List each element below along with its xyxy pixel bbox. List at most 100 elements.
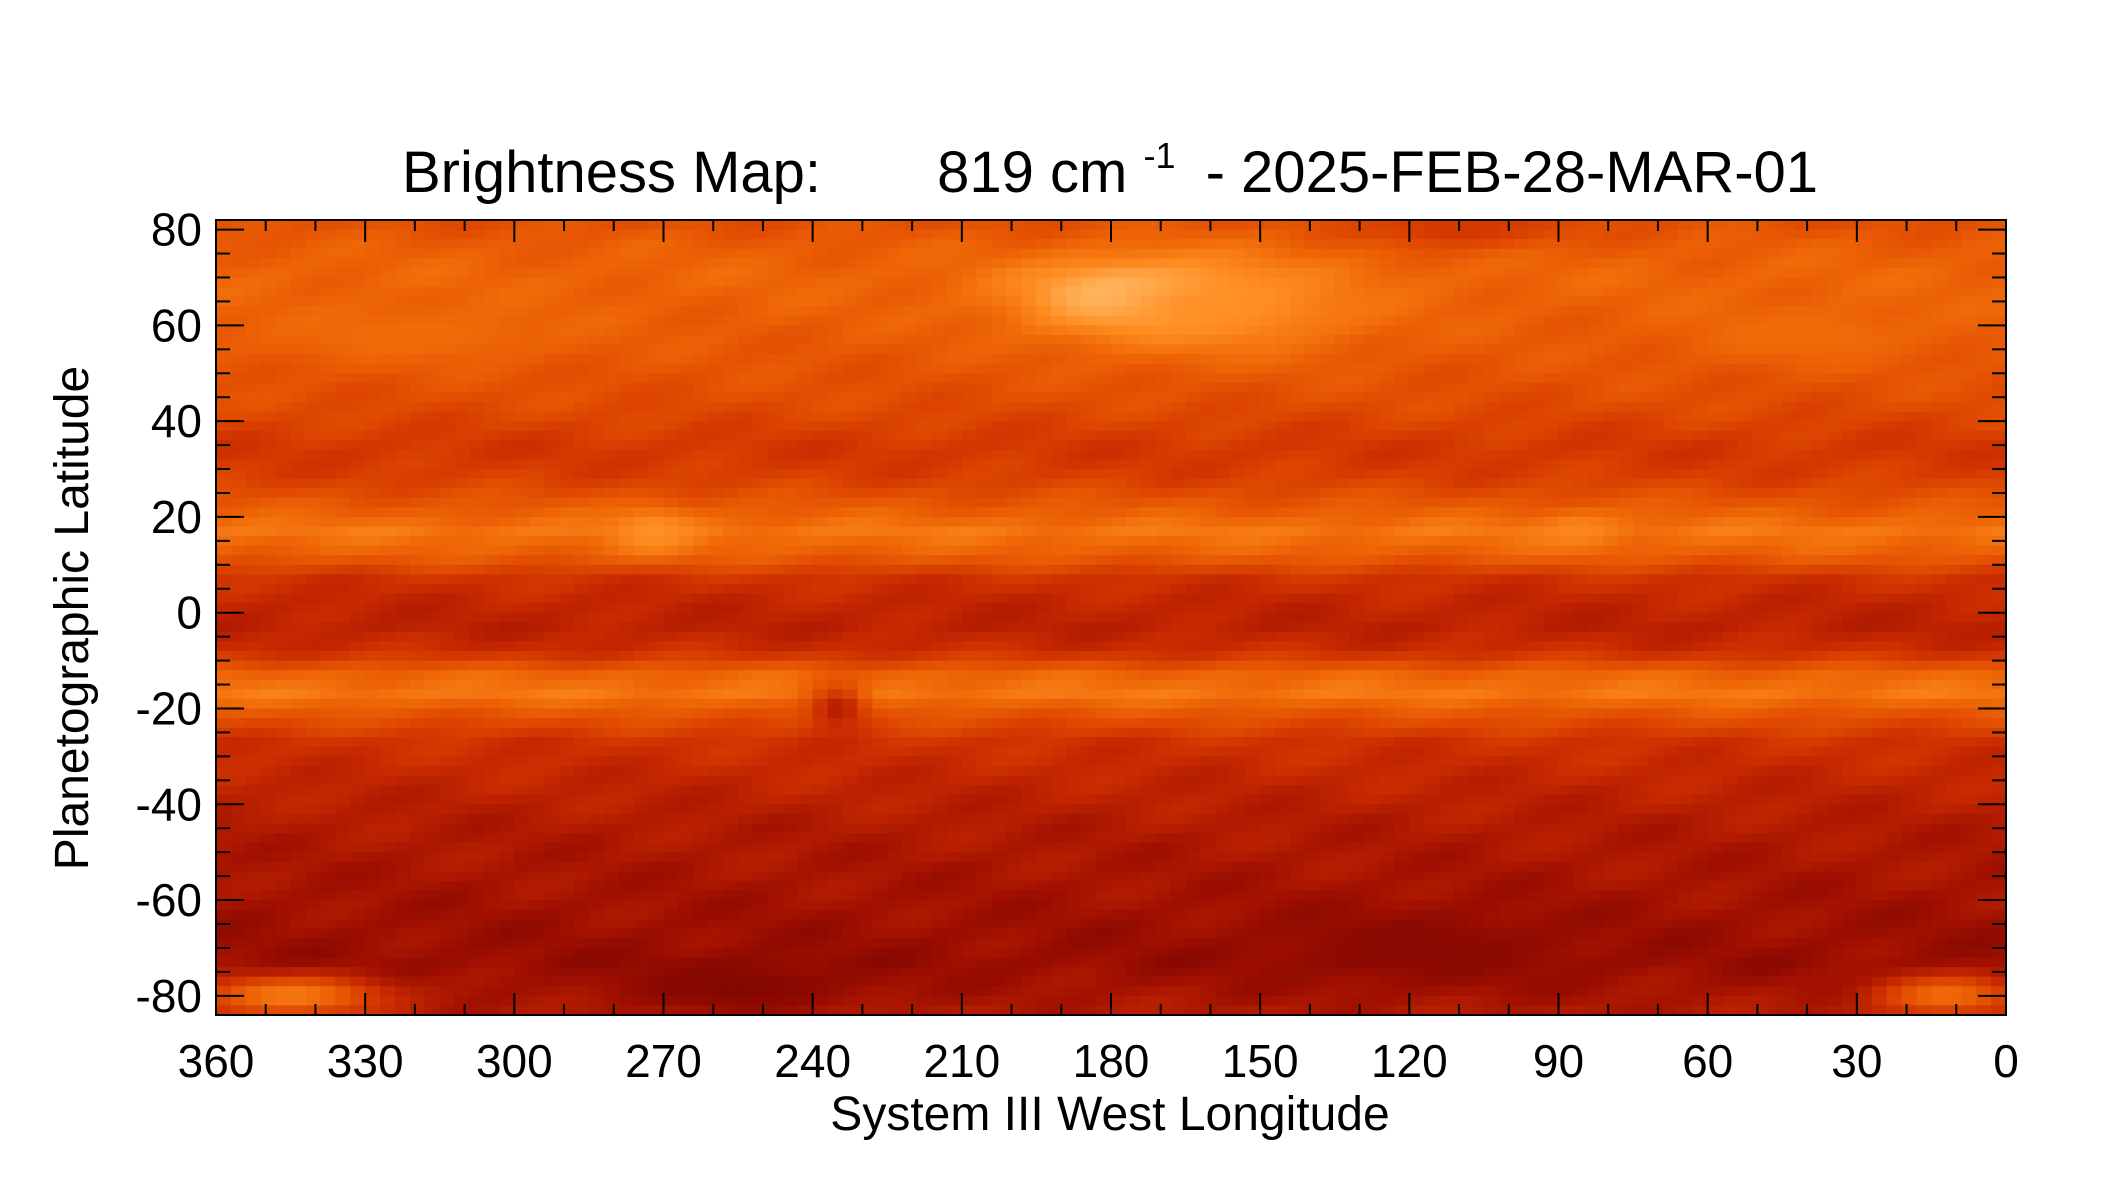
heatmap-cell [1752,334,1768,346]
heatmap-cell [827,258,844,269]
heatmap-cell [1260,469,1276,480]
heatmap-cell [574,220,590,231]
heatmap-cell [439,612,456,623]
heatmap-cell [1916,258,1933,269]
heatmap-cell [782,306,799,317]
heatmap-cell [857,354,873,365]
heatmap-cell [917,363,933,374]
heatmap-cell [872,220,888,231]
heatmap-cell [320,248,336,259]
heatmap-cell [335,220,351,231]
heatmap-cell [1185,603,1202,614]
heatmap-cell [1633,497,1649,508]
heatmap-cell [753,478,769,489]
heatmap-cell [1051,306,1067,317]
heatmap-cell [753,392,769,403]
heatmap-cell [574,564,590,575]
heatmap-cell [499,392,515,403]
heatmap-cell [409,334,426,346]
heatmap-cell [693,325,709,336]
heatmap-cell [812,545,829,556]
heatmap-cell [1006,488,1023,499]
heatmap-cell [1319,545,1336,556]
heatmap-cell [767,536,784,547]
heatmap-cell [290,334,307,346]
heatmap-cell [1081,583,1097,595]
heatmap-cell [1931,392,1947,403]
heatmap-cell [544,497,560,508]
heatmap-cell [1573,267,1589,279]
heatmap-cell [439,401,456,413]
heatmap-cell [290,507,307,518]
heatmap-cell [693,421,709,432]
heatmap-cell [439,449,456,461]
heatmap-cell [514,258,530,269]
heatmap-cell [1827,593,1843,604]
heatmap-cell [932,421,948,432]
heatmap-cell [320,344,336,355]
heatmap-cell [797,287,814,298]
heatmap-cell [395,344,411,355]
heatmap-cell [1170,545,1187,556]
heatmap-cell [320,497,336,508]
heatmap-cell [335,583,351,595]
heatmap-cell [976,603,993,614]
heatmap-cell [1215,574,1231,585]
heatmap-cell [574,239,590,250]
heatmap-cell [1439,267,1455,279]
heatmap-cell [1901,392,1918,403]
heatmap-cell [633,325,650,336]
heatmap-cell [588,363,605,374]
heatmap-cell [812,421,829,432]
heatmap-cell [1692,258,1709,269]
heatmap-cell [1737,593,1754,604]
heatmap-cell [1215,287,1231,298]
heatmap-cell [1349,469,1366,480]
heatmap-cell [1006,459,1023,470]
heatmap-cell [1275,507,1291,518]
heatmap-cell [230,603,247,614]
heatmap-cell [1364,401,1381,413]
heatmap-cell [1633,536,1649,547]
heatmap-cell [917,229,933,240]
heatmap-cell [1588,507,1604,518]
heatmap-cell [663,287,680,298]
heatmap-cell [588,583,605,595]
heatmap-cell [544,229,560,240]
heatmap-cell [812,382,829,394]
heatmap-cell [857,258,873,269]
heatmap-cell [946,267,963,279]
heatmap-cell [827,220,844,231]
heatmap-cell [1155,612,1172,623]
heatmap-cell [1916,267,1933,279]
heatmap-cell [574,373,590,384]
heatmap-cell [1618,507,1634,518]
heatmap-cell [1633,382,1649,394]
heatmap-cell [1230,545,1246,556]
heatmap-cell [887,612,903,623]
heatmap-cell [1662,574,1679,585]
heatmap-cell [1976,277,1992,288]
heatmap-cell [1677,574,1694,585]
heatmap-cell [395,392,411,403]
heatmap-cell [902,411,918,422]
heatmap-cell [917,258,933,269]
heatmap-cell [559,325,575,336]
heatmap-cell [1364,440,1381,451]
heatmap-cell [559,583,575,595]
heatmap-cell [335,392,351,403]
heatmap-cell [693,516,709,528]
heatmap-cell [1767,507,1783,518]
heatmap-cell [380,603,396,614]
heatmap-cell [1558,382,1575,394]
heatmap-cell [648,411,665,422]
heatmap-cell [350,516,366,528]
heatmap-cell [872,459,888,470]
heatmap-cell [1752,382,1768,394]
heatmap-cell [767,325,784,336]
heatmap-cell [1767,536,1783,547]
heatmap-cell [260,334,277,346]
heatmap-cell [439,363,456,374]
heatmap-cell [320,325,336,336]
heatmap-cell [1692,287,1709,298]
